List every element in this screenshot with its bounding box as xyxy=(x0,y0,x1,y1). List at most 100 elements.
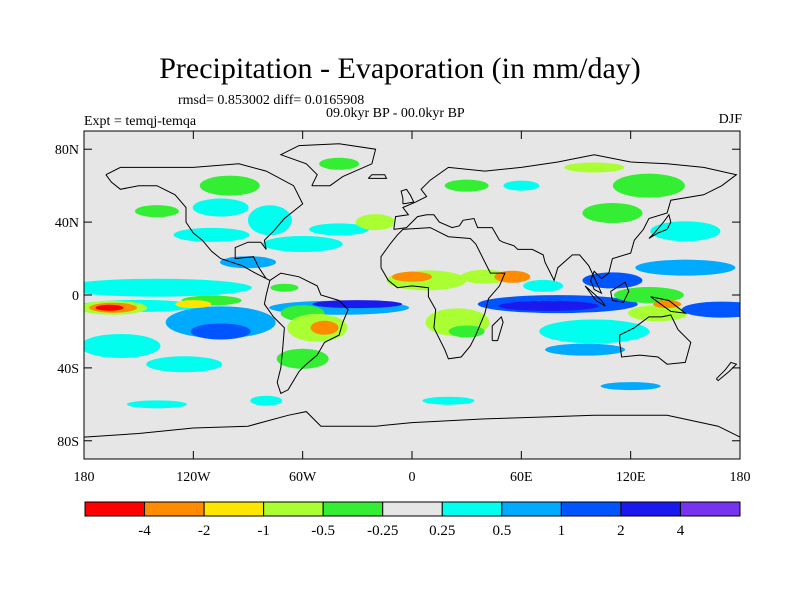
stats-label: rmsd= 0.853002 diff= 0.0165908 xyxy=(178,93,365,108)
field-blob xyxy=(539,319,650,344)
colorbar-swatch xyxy=(263,501,324,517)
field-blob xyxy=(503,180,540,191)
field-blob xyxy=(175,300,212,309)
colorbar-label: 4 xyxy=(677,523,685,539)
field-blob xyxy=(422,396,475,405)
colorbar-label: 1 xyxy=(558,523,566,539)
coast-madagascar xyxy=(491,315,504,342)
field-blob xyxy=(247,205,292,236)
lon-tick-label: 120E xyxy=(616,470,646,485)
coast-new-guinea xyxy=(650,296,688,314)
field-blob xyxy=(146,356,223,373)
period-label: 09.0kyr BP - 00.0kyr BP xyxy=(326,106,465,121)
field-blob xyxy=(681,301,740,318)
coast-borneo xyxy=(610,281,630,303)
field-blob xyxy=(250,395,283,406)
field-blob xyxy=(321,339,412,360)
field-blob xyxy=(309,223,370,236)
axis-ticks: 80N 40N 0 40S 80S 180 120W 60W 0 60E 120E 180 xyxy=(55,131,751,485)
coast-north-america xyxy=(105,163,304,281)
coastlines xyxy=(84,143,740,438)
indian-ocean-positive xyxy=(498,300,599,311)
colorbar-label: 0.25 xyxy=(429,523,455,539)
coast-iceland xyxy=(367,174,388,179)
west-africa-negative xyxy=(392,271,432,282)
lat-tick-label: 80S xyxy=(57,435,79,450)
south-america-negative xyxy=(310,320,339,335)
colorbar-swatch xyxy=(84,501,146,517)
colorbar-swatch xyxy=(679,501,741,517)
lon-tick-label: 60W xyxy=(289,470,317,485)
plot-title: Precipitation - Evaporation (in mm/day) xyxy=(159,52,641,85)
colorbar-swatch xyxy=(382,501,443,517)
colorbar-swatch xyxy=(322,501,384,517)
lat-tick-label: 40N xyxy=(55,216,79,231)
colorbar-label: -0.5 xyxy=(311,523,335,539)
field-blob xyxy=(582,203,643,223)
field-blob xyxy=(582,272,643,289)
field-blob xyxy=(262,235,343,252)
field-blob xyxy=(95,304,124,311)
field-blob xyxy=(84,278,252,297)
field-blob xyxy=(355,214,396,231)
field-blob xyxy=(545,343,626,356)
field-blob xyxy=(628,305,688,322)
colorbar-label: 0.5 xyxy=(492,523,511,539)
coast-africa xyxy=(380,227,506,360)
field-blob xyxy=(523,279,564,292)
lon-tick-label: 60E xyxy=(510,470,533,485)
field-blob xyxy=(613,287,684,303)
field-blob xyxy=(612,173,685,198)
field-blob xyxy=(276,348,329,369)
lat-tick-label: 80N xyxy=(55,143,79,158)
coast-antarctica xyxy=(84,411,740,438)
lat-tick-label: 0 xyxy=(72,289,79,304)
colorbar-label: -4 xyxy=(138,523,151,539)
colorbar-label: -0.25 xyxy=(367,523,398,539)
coast-sumatra xyxy=(584,285,606,307)
field-blob xyxy=(653,300,682,309)
field-blob xyxy=(270,283,299,292)
field-blob xyxy=(126,400,187,409)
colorbar-label: -1 xyxy=(257,523,270,539)
field-blob xyxy=(319,157,360,170)
colorbar-label: -2 xyxy=(198,523,211,539)
field-blob xyxy=(192,198,249,217)
season-label: DJF xyxy=(718,112,742,127)
experiment-label: Expt = temqj-temqa xyxy=(84,114,197,129)
colorbar-swatch xyxy=(203,501,265,517)
lon-tick-label: 120W xyxy=(176,470,211,485)
field-blob xyxy=(190,323,251,340)
field-blob xyxy=(650,221,721,242)
colorbar-swatch xyxy=(560,501,622,517)
colorbar-label: 2 xyxy=(617,523,625,539)
colorbar-swatch xyxy=(620,501,681,517)
colorbar-swatch xyxy=(501,501,562,517)
field-blob xyxy=(494,270,531,283)
field-blob xyxy=(564,162,625,173)
coast-south-america xyxy=(263,272,349,395)
lon-tick-label: 180 xyxy=(74,470,95,485)
coast-uk xyxy=(400,188,415,205)
colorbar-swatch xyxy=(441,501,503,517)
field-blob xyxy=(84,334,161,359)
lon-tick-label: 0 xyxy=(409,470,416,485)
atlantic-itcz xyxy=(312,300,403,309)
pe-field xyxy=(84,157,740,409)
field-blob xyxy=(444,179,489,192)
coast-new-zealand xyxy=(715,361,738,382)
field-blob xyxy=(635,259,736,276)
colorbar-swatch xyxy=(144,501,205,517)
coast-greenland xyxy=(279,143,377,187)
field-blob xyxy=(600,382,661,391)
field-blob xyxy=(199,175,260,196)
lon-tick-label: 180 xyxy=(730,470,751,485)
coast-japan xyxy=(648,213,672,239)
coast-eurasia xyxy=(393,154,738,295)
field-blob xyxy=(134,205,179,218)
field-blob xyxy=(173,227,250,242)
coast-australia xyxy=(619,314,692,365)
field-blob xyxy=(220,256,276,269)
colorbar: -4 -2 -1 -0.5 -0.25 0.25 0.5 1 2 4 xyxy=(84,501,741,539)
